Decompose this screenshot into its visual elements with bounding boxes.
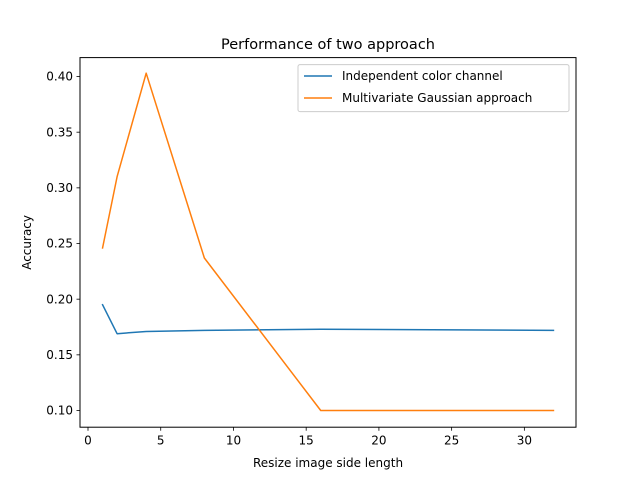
x-tick-label: 15 — [299, 434, 314, 448]
y-axis-ticks: 0.10 0.15 0.20 0.25 0.30 0.35 0.40 — [46, 70, 80, 418]
y-tick-label: 0.40 — [46, 70, 73, 84]
x-axis-ticks: 0 5 10 15 20 25 30 — [84, 427, 532, 448]
legend-box — [297, 64, 570, 113]
x-tick-label: 25 — [444, 434, 459, 448]
legend: Independent color channel Multivariate G… — [297, 64, 570, 113]
y-tick-label: 0.30 — [46, 181, 73, 195]
series-layer — [101, 72, 555, 412]
x-tick-label: 0 — [84, 434, 92, 448]
y-tick-label: 0.10 — [46, 404, 73, 418]
series-line-multivariate-gaussian-approach — [101, 72, 555, 412]
y-axis-label: Accuracy — [20, 215, 34, 270]
x-tick-label: 30 — [517, 434, 532, 448]
axes-frame — [79, 57, 577, 428]
y-tick-label: 0.35 — [46, 125, 73, 139]
x-tick-label: 20 — [371, 434, 386, 448]
legend-label-independent-color-channel: Independent color channel — [342, 69, 503, 83]
chart-title: Performance of two approach — [221, 37, 435, 53]
series-line-independent-color-channel — [101, 303, 555, 335]
y-tick-label: 0.25 — [46, 237, 73, 251]
y-tick-label: 0.15 — [46, 348, 73, 362]
x-tick-label: 5 — [157, 434, 165, 448]
x-tick-label: 10 — [226, 434, 241, 448]
x-axis-label: Resize image side length — [253, 456, 403, 470]
y-tick-label: 0.20 — [46, 292, 73, 306]
legend-label-multivariate-gaussian-approach: Multivariate Gaussian approach — [342, 91, 532, 105]
